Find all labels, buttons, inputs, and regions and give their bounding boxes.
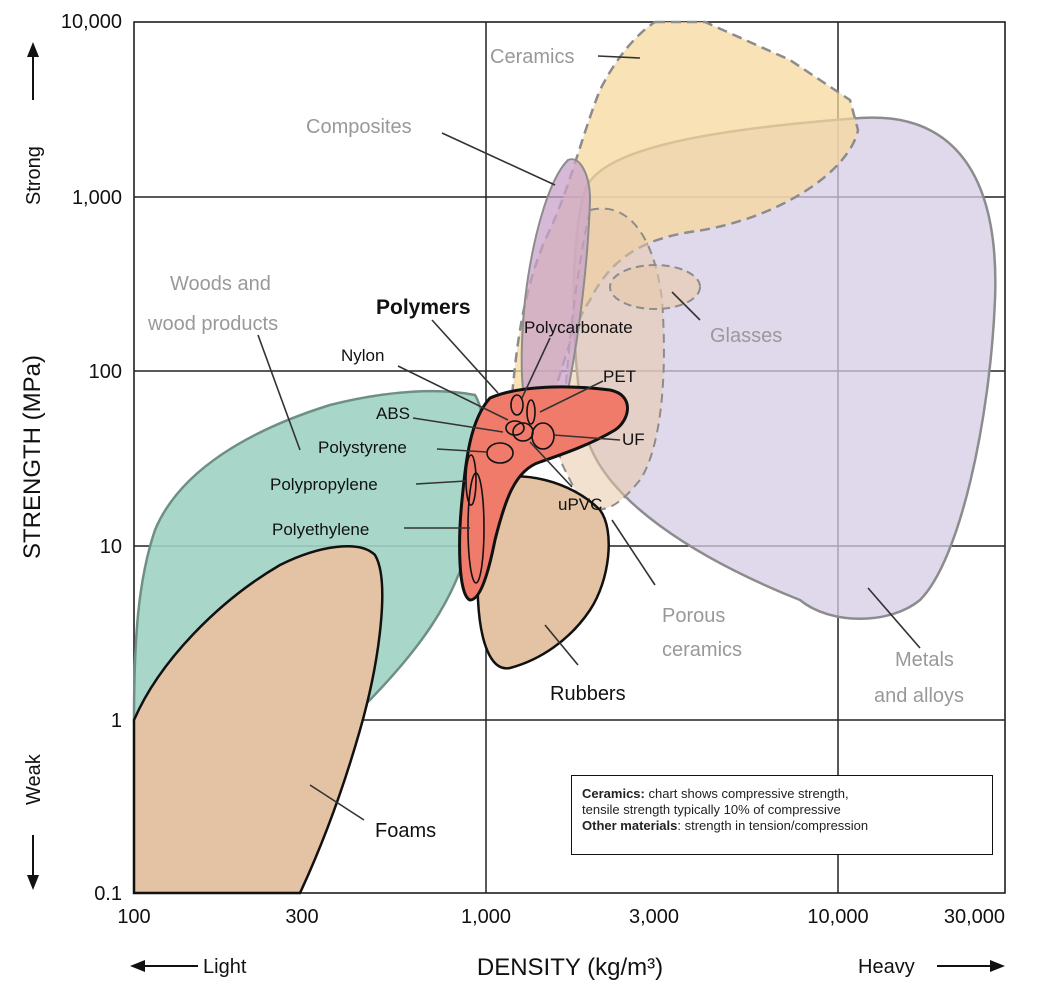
- label-polymers: Polymers: [376, 296, 471, 319]
- label-metals-line2: and alloys: [874, 685, 964, 707]
- y-tick-label: 100: [89, 361, 122, 383]
- label-ceramics: Ceramics: [490, 46, 574, 68]
- x-tick-labels: 100 300 1,000 3,000 10,000 30,000: [117, 906, 1005, 928]
- y-tick-label: 1: [111, 710, 122, 732]
- leader-nylon: [397, 365, 509, 421]
- leader-uf: [553, 434, 621, 441]
- label-woods-line1: Woods and: [170, 273, 271, 295]
- leader-abs: [412, 417, 504, 433]
- label-upvc: uPVC: [558, 495, 602, 514]
- leader-porous: [611, 519, 656, 586]
- y-tick-label: 0.1: [94, 883, 122, 905]
- x-tick-label: 300: [285, 906, 318, 928]
- note-ceramics-bold: Ceramics:: [582, 786, 645, 801]
- regions: [132, 20, 997, 895]
- blob-upvc: [512, 422, 534, 442]
- label-polyethylene: Polyethylene: [272, 520, 369, 539]
- leader-woods: [257, 334, 301, 451]
- blob-polycarbonate: [526, 399, 536, 425]
- blob-polypropylene: [465, 454, 477, 506]
- note-line-1: Ceramics: chart shows compressive streng…: [582, 786, 984, 802]
- x-tick-label: 1,000: [461, 906, 511, 928]
- leader-polymers: [431, 319, 499, 394]
- y-direction-weak: Weak: [23, 753, 45, 805]
- direction-hints: Light Heavy Strong Weak: [23, 42, 1005, 978]
- x-direction-light: Light: [203, 956, 247, 978]
- leader-metals: [867, 587, 921, 649]
- label-rubbers: Rubbers: [550, 683, 626, 705]
- label-glasses: Glasses: [710, 325, 782, 347]
- arrow-light-head: [130, 960, 145, 972]
- label-pet: PET: [603, 367, 636, 386]
- arrow-strong-head: [27, 42, 39, 57]
- note-other-bold: Other materials: [582, 818, 678, 833]
- label-porous-line1: Porous: [662, 605, 725, 627]
- region-glasses: [609, 264, 701, 310]
- note-ceramics-text: chart shows compressive strength,: [644, 786, 849, 801]
- y-axis-title: STRENGTH (MPa): [19, 355, 46, 559]
- label-uf: UF: [622, 430, 645, 449]
- blob-abs: [505, 420, 525, 436]
- leader-upvc: [529, 441, 573, 488]
- y-tick-label: 10: [100, 536, 122, 558]
- x-tick-label: 10,000: [807, 906, 868, 928]
- y-direction-strong: Strong: [23, 146, 45, 205]
- leader-polypropylene: [415, 480, 467, 485]
- x-axis-title: DENSITY (kg/m³): [477, 954, 663, 981]
- leader-ceramics: [597, 55, 641, 59]
- y-tick-label: 1,000: [72, 187, 122, 209]
- region-foams: [132, 545, 384, 895]
- arrow-weak-head: [27, 875, 39, 890]
- leader-rubbers: [544, 624, 579, 666]
- region-labels: Ceramics Composites Woods and wood produ…: [147, 46, 964, 842]
- note-line-3: Other materials: strength in tension/com…: [582, 818, 984, 834]
- label-woods-line2: wood products: [147, 313, 278, 335]
- label-nylon: Nylon: [341, 346, 384, 365]
- x-tick-label: 3,000: [629, 906, 679, 928]
- label-abs: ABS: [376, 404, 410, 423]
- leader-composites: [441, 132, 556, 186]
- x-direction-heavy: Heavy: [858, 956, 915, 978]
- x-tick-label: 100: [117, 906, 150, 928]
- y-tick-label: 10,000: [61, 11, 122, 33]
- label-polycarbonate: Polycarbonate: [524, 318, 633, 337]
- y-tick-labels: 10,000 1,000 100 10 1 0.1: [61, 11, 122, 905]
- arrow-heavy-head: [990, 960, 1005, 972]
- label-polypropylene: Polypropylene: [270, 475, 378, 494]
- leader-foams: [309, 784, 365, 821]
- leader-polystyrene: [436, 448, 488, 453]
- leader-pet: [539, 380, 604, 413]
- note-ceramics-text2: tensile strength typically 10% of compre…: [582, 802, 841, 817]
- note-line-2: tensile strength typically 10% of compre…: [582, 802, 984, 818]
- leader-glasses: [671, 291, 701, 321]
- label-metals-line1: Metals: [895, 649, 954, 671]
- label-polystyrene: Polystyrene: [318, 438, 407, 457]
- label-foams: Foams: [375, 820, 436, 842]
- x-tick-label: 30,000: [944, 906, 1005, 928]
- label-porous-line2: ceramics: [662, 639, 742, 661]
- chart-note: Ceramics: chart shows compressive streng…: [571, 775, 993, 855]
- leader-polycarbonate: [521, 337, 551, 399]
- label-composites: Composites: [306, 116, 412, 138]
- region-polymers: [458, 385, 629, 602]
- note-other-text: : strength in tension/compression: [677, 818, 869, 833]
- blob-nylon: [510, 394, 524, 416]
- leader-lines: [257, 55, 921, 821]
- polymer-blobs: [465, 394, 555, 584]
- blob-polystyrene: [486, 442, 514, 464]
